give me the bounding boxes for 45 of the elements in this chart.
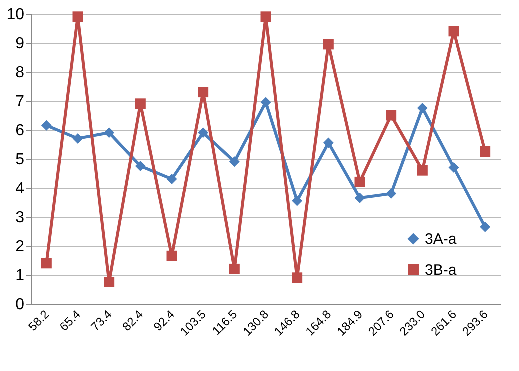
y-tick-label: 6 bbox=[16, 122, 25, 140]
point bbox=[386, 110, 397, 121]
point bbox=[41, 120, 52, 131]
y-tick-label: 4 bbox=[16, 180, 25, 198]
point bbox=[104, 277, 115, 288]
y-tick-label: 9 bbox=[16, 36, 25, 52]
legend-label: 3B-a bbox=[425, 262, 458, 279]
point bbox=[260, 12, 272, 22]
y-tick-label: 8 bbox=[16, 64, 25, 82]
point bbox=[386, 188, 397, 200]
point bbox=[354, 176, 366, 188]
y-tick-label: 1 bbox=[16, 268, 25, 284]
point bbox=[229, 156, 240, 168]
point bbox=[72, 12, 84, 22]
point bbox=[135, 161, 146, 172]
point bbox=[260, 97, 272, 108]
point bbox=[198, 87, 209, 98]
point bbox=[135, 98, 146, 110]
y-tick-label: 5 bbox=[16, 152, 25, 168]
x-tick-label: 65.4 bbox=[57, 307, 84, 334]
point bbox=[292, 196, 303, 206]
point bbox=[104, 128, 115, 138]
point bbox=[198, 128, 209, 138]
point bbox=[292, 272, 303, 284]
y-tick-label: 2 bbox=[16, 238, 25, 256]
y-tick-label: 3 bbox=[16, 210, 25, 226]
point bbox=[166, 174, 178, 185]
point bbox=[417, 165, 428, 176]
x-tick-label: 73.4 bbox=[88, 307, 116, 334]
y-tick-label: 10 bbox=[6, 6, 25, 24]
point bbox=[354, 192, 366, 204]
point bbox=[166, 250, 178, 262]
point bbox=[323, 138, 334, 148]
point bbox=[480, 222, 491, 232]
point bbox=[448, 26, 460, 37]
legend-label: 3A-a bbox=[425, 231, 458, 248]
point bbox=[448, 162, 460, 173]
point bbox=[229, 264, 240, 274]
point bbox=[323, 39, 334, 50]
y-tick-label: 0 bbox=[16, 296, 25, 314]
y-tick-label: 7 bbox=[16, 94, 25, 110]
point bbox=[72, 133, 84, 144]
point bbox=[480, 146, 491, 157]
point bbox=[417, 103, 428, 114]
point bbox=[41, 258, 52, 269]
